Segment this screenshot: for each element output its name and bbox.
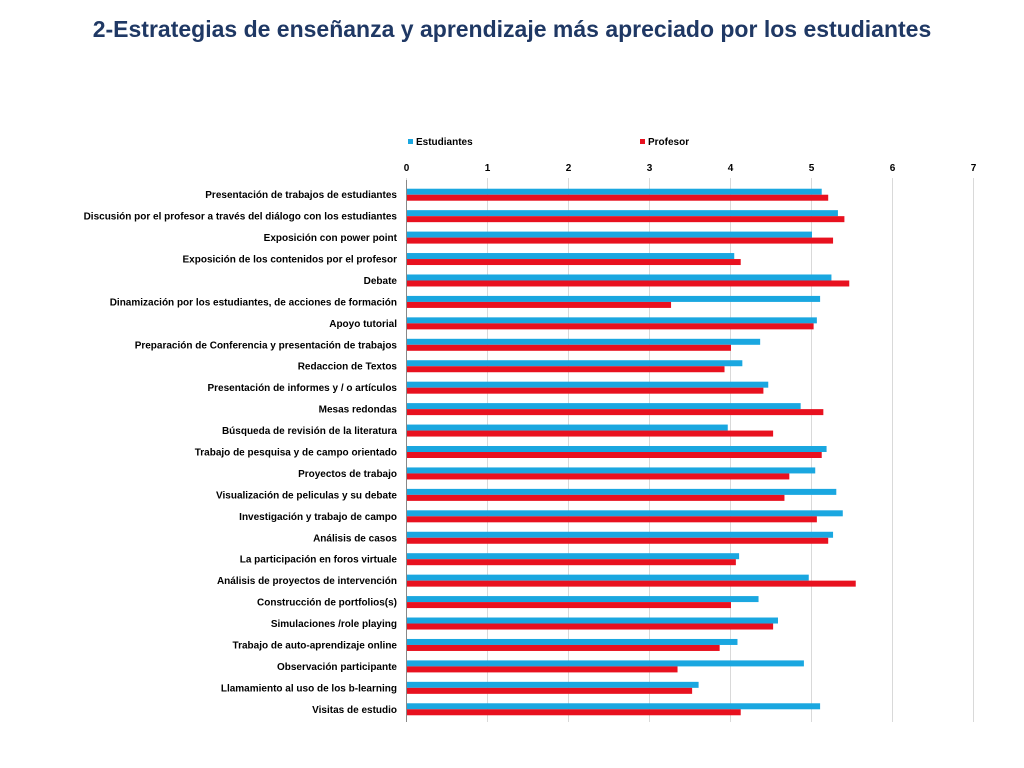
bar-profesor [407,537,829,544]
bar-profesor [407,366,725,373]
bar-estudiantes [407,424,728,431]
category-label: Búsqueda de revisión de la literatura [222,426,397,437]
bar-estudiantes [407,210,838,217]
bar-profesor [407,516,817,523]
bar-estudiantes [407,274,832,281]
bar-profesor [407,709,741,716]
category-label: Proyectos de trabajo [298,469,397,480]
bar-estudiantes [407,381,769,388]
category-label: Análisis de proyectos de intervención [217,576,397,587]
x-tick-label: 7 [971,163,977,174]
bar-profesor [407,301,672,308]
category-label: Construcción de portfolios(s) [257,598,397,609]
bar-profesor [407,473,790,480]
category-label: Trabajo de pesquisa y de campo orientado [195,448,397,459]
bar-profesor [407,237,834,244]
bar-estudiantes [407,338,761,345]
bar-estudiantes [407,360,743,367]
category-label: Investigación y trabajo de campo [239,512,397,523]
bar-profesor [407,623,774,630]
legend-swatch-estudiantes [408,139,413,144]
x-tick-label: 5 [809,163,815,174]
category-label: Llamamiento al uso de los b-learning [221,683,397,694]
category-label: Presentación de trabajos de estudiantes [205,190,397,201]
category-label: Apoyo tutorial [329,319,397,330]
category-label: Análisis de casos [313,533,397,544]
bar-estudiantes [407,638,738,645]
bar-profesor [407,666,678,673]
bar-profesor [407,194,829,201]
category-label: Exposición con power point [264,233,398,244]
bar-estudiantes [407,488,837,495]
bar-estudiantes [407,660,804,667]
category-label: Simulaciones /role playing [271,619,397,630]
bar-profesor [407,580,856,587]
bar-estudiantes [407,553,740,560]
category-label: Exposición de los contenidos por el prof… [183,255,398,266]
bar-profesor [407,452,822,458]
bar-estudiantes [407,531,834,538]
category-label: Mesas redondas [319,405,398,416]
y-axis-category-labels: Presentación de trabajos de estudiantes D… [84,190,398,716]
x-axis-ticks: 0 1 2 3 4 5 6 7 [404,163,977,174]
bar-profesor [407,687,693,694]
category-label: Redaccion de Textos [298,362,398,373]
bar-profesor [407,344,731,351]
bar-estudiantes [407,574,809,581]
category-label: Preparación de Conferencia y presentació… [135,340,398,351]
bar-profesor [407,644,720,651]
legend-label-estudiantes: Estudiantes [416,137,473,148]
bar-estudiantes [407,403,801,410]
chart-title: 2-Estrategias de enseñanza y aprendizaje… [92,16,932,42]
category-label: Dinamización por los estudiantes, de acc… [110,297,397,308]
bar-estudiantes [407,703,821,710]
x-tick-label: 2 [566,163,572,174]
bar-profesor [407,559,736,566]
legend-swatch-profesor [640,139,645,144]
bar-estudiantes [407,681,699,688]
category-label: Visitas de estudio [312,705,397,716]
bar-estudiantes [407,446,827,452]
bar-estudiantes [407,253,735,260]
chart-bars [407,188,856,716]
bar-profesor [407,494,785,501]
bar-profesor [407,602,731,609]
bar-estudiantes [407,467,816,474]
x-tick-label: 6 [890,163,896,174]
category-label: Visualización de peliculas y su debate [216,490,397,501]
category-label: La participación en foros virtuale [240,555,398,566]
x-tick-label: 0 [404,163,410,174]
x-tick-label: 1 [485,163,491,174]
category-label: Discusión por el profesor a través del d… [84,212,398,223]
x-tick-label: 4 [728,163,734,174]
bar-estudiantes [407,295,821,302]
chart-legend: Estudiantes Profesor [408,137,689,148]
x-tick-label: 3 [647,163,653,174]
bar-profesor [407,259,741,266]
bar-estudiantes [407,617,778,624]
bar-estudiantes [407,188,822,195]
category-label: Observación participante [277,662,397,673]
bar-estudiantes [407,231,812,238]
bar-estudiantes [407,596,759,603]
bar-estudiantes [407,510,843,517]
bar-profesor [407,323,814,330]
bar-estudiantes [407,317,817,324]
category-label: Trabajo de auto-aprendizaje online [233,640,398,651]
category-label: Presentación de informes y / o artículos [207,383,397,394]
bar-profesor [407,409,824,416]
legend-label-profesor: Profesor [648,137,689,148]
bar-profesor [407,216,845,223]
category-label: Debate [364,276,398,287]
bar-profesor [407,280,850,287]
bar-profesor [407,430,774,437]
bar-profesor [407,387,764,394]
